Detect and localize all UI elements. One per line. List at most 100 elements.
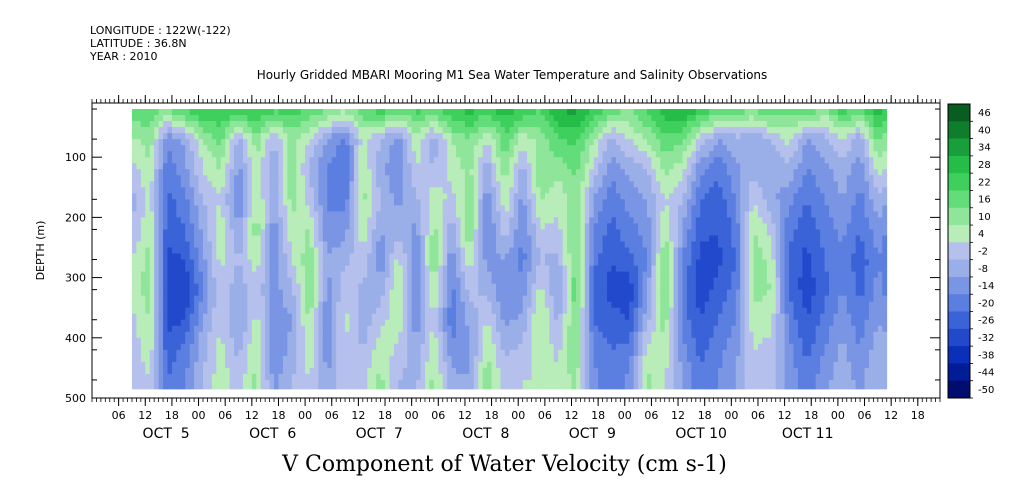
heatmap-cell [194, 151, 199, 158]
heatmap-cell [398, 247, 404, 254]
heatmap-cell [349, 295, 355, 303]
heatmap-cell [535, 247, 541, 254]
heatmap-cell [282, 115, 288, 122]
heatmap-cell [318, 355, 324, 363]
heatmap-cell [371, 151, 377, 158]
heatmap-cell [185, 181, 191, 188]
heatmap-cell [145, 277, 151, 285]
heatmap-cell [265, 361, 270, 369]
heatmap-cell [154, 247, 159, 254]
heatmap-cell [265, 211, 270, 218]
heatmap-cell [558, 145, 564, 152]
heatmap-cell [451, 325, 457, 333]
heatmap-cell [145, 109, 151, 116]
heatmap-cell [318, 367, 324, 375]
heatmap-cell [176, 331, 182, 339]
heatmap-cell [416, 193, 421, 200]
heatmap-cell [171, 247, 177, 254]
heatmap-cell [278, 277, 284, 285]
heatmap-cell [367, 337, 373, 345]
heatmap-cell [407, 373, 413, 381]
heatmap-cell [234, 295, 239, 303]
heatmap-cell [482, 169, 488, 176]
heatmap-cell [500, 307, 506, 315]
heatmap-cell [380, 307, 386, 315]
heatmap-cell [438, 361, 444, 369]
heatmap-cell [149, 169, 155, 176]
heatmap-cell [256, 241, 262, 248]
heatmap-cell [185, 373, 191, 381]
heatmap-cell [300, 247, 306, 254]
heatmap-cell [549, 181, 555, 188]
heatmap-cell [571, 265, 577, 272]
heatmap-cell [482, 127, 488, 134]
heatmap-cell [242, 319, 248, 327]
heatmap-cell [185, 235, 191, 242]
heatmap-cell [149, 199, 155, 206]
heatmap-cell [558, 337, 564, 345]
heatmap-cell [416, 139, 421, 146]
heatmap-cell [216, 283, 222, 291]
heatmap-cell [367, 133, 373, 140]
heatmap-cell [274, 169, 279, 176]
heatmap-cell [482, 361, 488, 369]
heatmap-cell [265, 337, 270, 345]
heatmap-cell [531, 229, 537, 236]
heatmap-cell [145, 175, 151, 182]
heatmap-cell [189, 181, 195, 188]
heatmap-cell [491, 247, 497, 254]
heatmap-cell [367, 379, 373, 387]
heatmap-cell [167, 217, 173, 224]
heatmap-cell [300, 349, 306, 357]
heatmap-cell [420, 169, 426, 176]
heatmap-cell [442, 139, 448, 146]
heatmap-cell [562, 145, 568, 152]
heatmap-cell [442, 121, 448, 128]
heatmap-cell [282, 163, 288, 170]
heatmap-cell [424, 241, 430, 248]
heatmap-cell [300, 229, 306, 236]
heatmap-cell [544, 235, 550, 242]
heatmap-cell [296, 307, 302, 315]
heatmap-cell [154, 217, 159, 224]
heatmap-cell [456, 187, 461, 194]
heatmap-cell [544, 313, 550, 321]
heatmap-cell [589, 253, 595, 260]
heatmap-cell [540, 163, 546, 170]
heatmap-cell [473, 241, 479, 248]
heatmap-cell [580, 193, 586, 200]
heatmap-cell [171, 343, 177, 351]
heatmap-cell [340, 157, 346, 164]
heatmap-cell [424, 277, 430, 285]
heatmap-cell [340, 271, 346, 278]
heatmap-cell [145, 319, 151, 327]
heatmap-cell [167, 379, 173, 387]
heatmap-cell [402, 247, 408, 254]
heatmap-cell [575, 289, 581, 297]
heatmap-cell [416, 385, 421, 390]
heatmap-cell [531, 211, 537, 218]
heatmap-cell [349, 283, 355, 291]
heatmap-cell [234, 169, 239, 176]
heatmap-cell [167, 325, 173, 333]
heatmap-cell [171, 187, 177, 194]
heatmap-cell [331, 199, 337, 206]
heatmap-cell [149, 187, 155, 194]
heatmap-cell [407, 241, 413, 248]
heatmap-cell [496, 193, 501, 200]
heatmap-cell [402, 361, 408, 369]
heatmap-cell [251, 331, 257, 339]
heatmap-cell [225, 385, 231, 390]
heatmap-cell [402, 121, 408, 128]
heatmap-cell [407, 223, 413, 230]
heatmap-cell [362, 301, 368, 309]
heatmap-cell [500, 295, 506, 303]
heatmap-cell [442, 259, 448, 266]
heatmap-cell [513, 193, 519, 200]
heatmap-cell [416, 367, 421, 375]
heatmap-cell [136, 229, 142, 236]
heatmap-cell [393, 109, 399, 116]
heatmap-cell [229, 337, 235, 345]
heatmap-cell [269, 343, 275, 351]
heatmap-cell [567, 199, 572, 206]
